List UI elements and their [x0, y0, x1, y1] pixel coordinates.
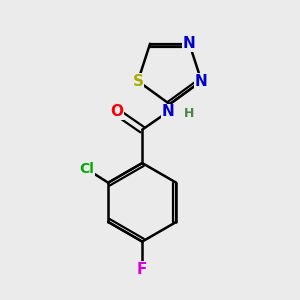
- Text: N: N: [195, 74, 208, 88]
- Text: H: H: [184, 107, 195, 121]
- Text: N: N: [183, 36, 196, 51]
- Text: S: S: [132, 74, 143, 88]
- Text: O: O: [110, 104, 123, 119]
- Text: Cl: Cl: [79, 162, 94, 176]
- Text: F: F: [137, 262, 147, 277]
- Text: N: N: [161, 104, 174, 119]
